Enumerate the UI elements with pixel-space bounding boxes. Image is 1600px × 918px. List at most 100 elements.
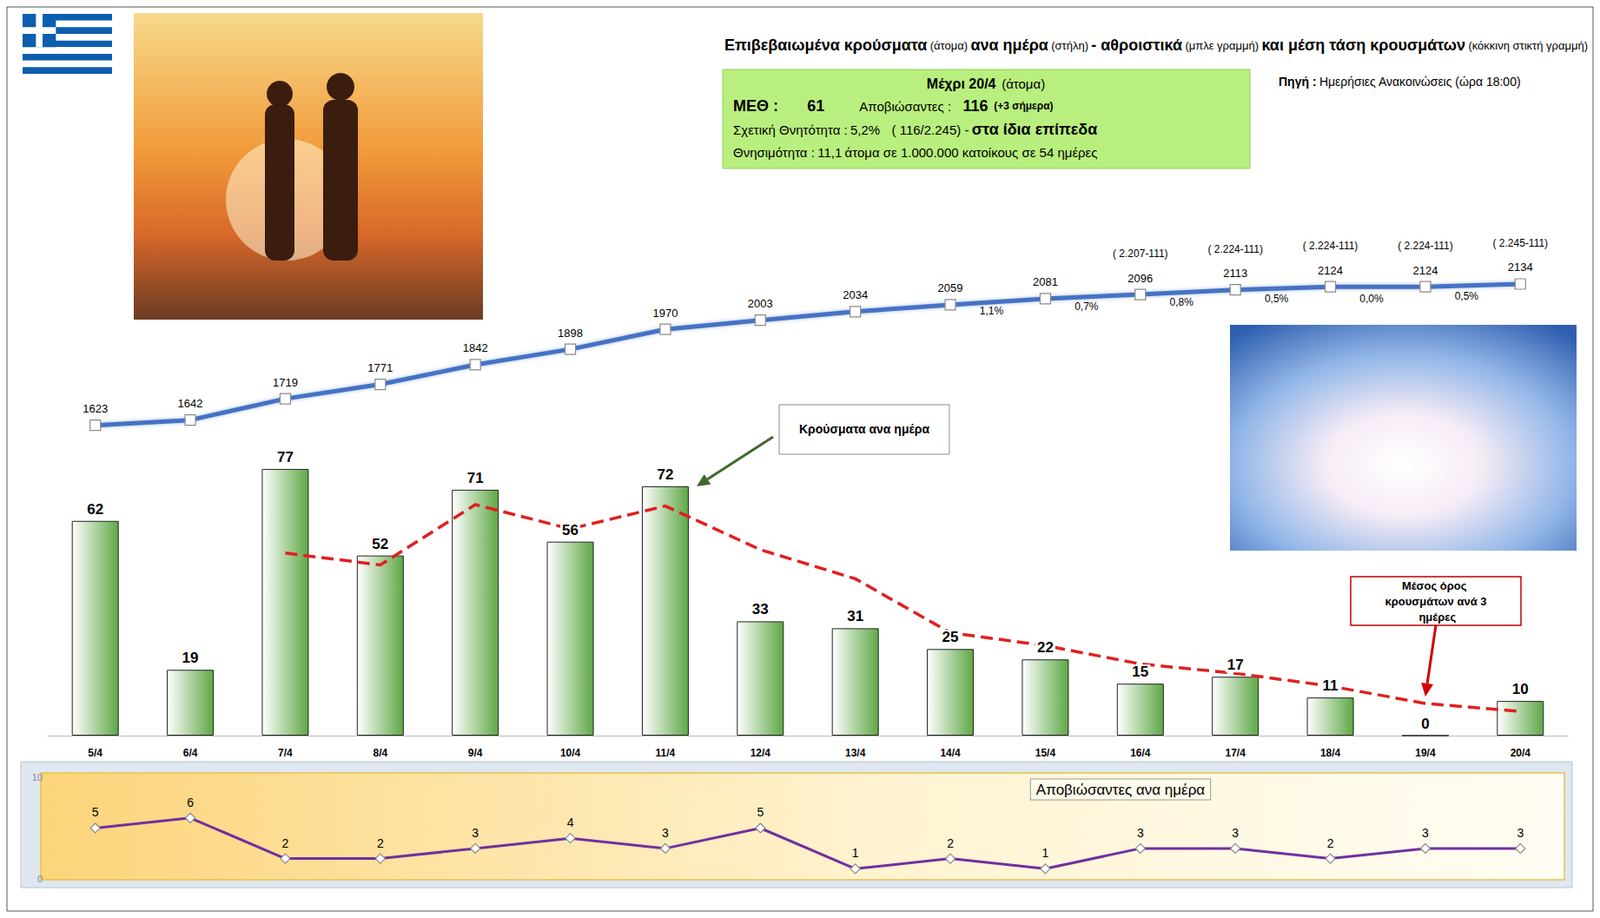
svg-text:20/4: 20/4 [1510, 747, 1532, 760]
svg-text:( 2.224-111): ( 2.224-111) [1207, 243, 1263, 256]
svg-text:ΜΕΘ :: ΜΕΘ : [733, 97, 779, 115]
svg-text:Κρούσματα ανα ημέρα: Κρούσματα ανα ημέρα [799, 422, 931, 437]
svg-text:12/4: 12/4 [750, 747, 772, 760]
svg-text:10: 10 [1512, 680, 1529, 698]
svg-text:2124: 2124 [1317, 264, 1343, 278]
svg-text:3: 3 [1231, 826, 1239, 840]
svg-text:71: 71 [467, 469, 484, 487]
svg-text:33: 33 [752, 601, 769, 618]
svg-text:Μέσος όρος: Μέσος όρος [1401, 579, 1470, 593]
svg-text:10/4: 10/4 [560, 747, 582, 760]
svg-text:2134: 2134 [1507, 260, 1534, 274]
svg-text:19: 19 [182, 649, 199, 667]
svg-text:17: 17 [1227, 656, 1244, 674]
svg-text:και μέση τάση κρουσμάτων: και μέση τάση κρουσμάτων [1261, 36, 1466, 54]
svg-text:Μέχρι 20/4: Μέχρι 20/4 [926, 76, 997, 92]
svg-text:2059: 2059 [938, 281, 964, 295]
svg-text:8/4: 8/4 [372, 747, 388, 760]
svg-text:11: 11 [1322, 677, 1339, 695]
svg-text:1: 1 [852, 846, 860, 860]
svg-text:Αποβιώσαντες :: Αποβιώσαντες : [859, 99, 952, 114]
svg-text:10: 10 [32, 772, 43, 783]
svg-text:22: 22 [1037, 639, 1054, 656]
svg-text:1898: 1898 [557, 326, 583, 340]
svg-text:5: 5 [92, 805, 100, 820]
svg-text:3: 3 [1137, 826, 1144, 840]
svg-text:1771: 1771 [367, 361, 393, 375]
svg-text:14/4: 14/4 [939, 747, 961, 760]
svg-text:( 2.245-111): ( 2.245-111) [1493, 237, 1549, 250]
svg-text:1: 1 [1042, 846, 1050, 860]
svg-text:6/4: 6/4 [183, 747, 199, 760]
svg-text:72: 72 [656, 466, 674, 483]
svg-text:ημέρες: ημέρες [1415, 610, 1457, 624]
svg-text:ανα ημέρα: ανα ημέρα [970, 36, 1048, 54]
svg-text:1623: 1623 [82, 402, 108, 416]
svg-text:0,8%: 0,8% [1170, 296, 1195, 309]
svg-text:Αποβιώσαντες ανα ημέρα: Αποβιώσαντες ανα ημέρα [1036, 781, 1206, 799]
svg-text:2081: 2081 [1032, 275, 1058, 289]
svg-text:5/4: 5/4 [87, 747, 103, 760]
svg-text:15/4: 15/4 [1035, 747, 1057, 760]
svg-text:18/4: 18/4 [1320, 747, 1342, 760]
svg-text:3: 3 [661, 826, 669, 840]
svg-text:4: 4 [567, 815, 575, 830]
svg-text:9/4: 9/4 [468, 747, 483, 760]
svg-text:Θνησιμότητα :: Θνησιμότητα : [733, 145, 815, 160]
svg-text:(μπλε γραμμή): (μπλε γραμμή) [1184, 39, 1259, 53]
svg-text:Πηγή :: Πηγή : [1278, 74, 1317, 89]
svg-text:62: 62 [86, 501, 104, 518]
svg-text:19/4: 19/4 [1414, 747, 1436, 760]
svg-text:Ημερήσιες Ανακοινώσεις (ώρα 18: Ημερήσιες Ανακοινώσεις (ώρα 18:00) [1319, 74, 1521, 89]
svg-text:Σχετική Θνητότητα :: Σχετική Θνητότητα : [733, 122, 848, 138]
svg-text:(στήλη): (στήλη) [1051, 39, 1089, 53]
svg-text:5,2%: 5,2% [850, 122, 880, 138]
svg-text:( 2.224-111): ( 2.224-111) [1397, 239, 1454, 252]
svg-text:( 2.207-111): ( 2.207-111) [1112, 247, 1169, 260]
svg-text:0,7%: 0,7% [1074, 300, 1099, 313]
svg-text:- αθροιστικά: - αθροιστικά [1090, 36, 1183, 54]
svg-text:άτομα σε 1.000.000 κατοίκους σ: άτομα σε 1.000.000 κατοίκους σε 54 ημέρε… [845, 145, 1098, 160]
svg-text:52: 52 [371, 535, 389, 553]
svg-text:(άτομα): (άτομα) [930, 39, 968, 53]
svg-text:77: 77 [277, 449, 294, 466]
svg-text:17/4: 17/4 [1225, 747, 1247, 760]
svg-text:0,0%: 0,0% [1359, 292, 1384, 305]
svg-text:2: 2 [1327, 836, 1335, 851]
svg-text:56: 56 [561, 522, 579, 539]
svg-text:16/4: 16/4 [1130, 747, 1151, 760]
svg-text:7/4: 7/4 [277, 747, 293, 760]
svg-text:31: 31 [846, 608, 864, 625]
svg-text:3: 3 [1516, 826, 1524, 840]
svg-text:2: 2 [946, 836, 954, 851]
svg-text:61: 61 [806, 97, 825, 115]
svg-text:στα ίδια επίπεδα: στα ίδια επίπεδα [971, 120, 1098, 139]
svg-text:15: 15 [1131, 663, 1149, 681]
svg-text:2: 2 [282, 836, 290, 851]
svg-text:κρουσμάτων ανά 3: κρουσμάτων ανά 3 [1385, 595, 1488, 609]
svg-text:2096: 2096 [1127, 271, 1153, 285]
svg-text:1842: 1842 [462, 341, 489, 355]
svg-text:0,5%: 0,5% [1264, 292, 1290, 305]
svg-text:3: 3 [471, 826, 479, 840]
svg-text:( 116/2.245) -: ( 116/2.245) - [892, 122, 970, 138]
svg-text:3: 3 [1421, 826, 1429, 840]
svg-text:2003: 2003 [747, 297, 774, 311]
svg-text:(άτομα): (άτομα) [1001, 76, 1045, 92]
svg-text:2: 2 [376, 836, 384, 851]
svg-text:1,1%: 1,1% [979, 304, 1005, 318]
svg-text:0,5%: 0,5% [1454, 290, 1480, 303]
svg-text:2034: 2034 [842, 288, 868, 302]
svg-text:11/4: 11/4 [655, 747, 676, 760]
svg-text:(κόκκινη στικτή γραμμή): (κόκκινη στικτή γραμμή) [1467, 39, 1588, 53]
svg-text:(+3 σήμερα): (+3 σήμερα) [993, 99, 1053, 113]
svg-text:11,1: 11,1 [817, 145, 842, 160]
svg-text:2124: 2124 [1412, 264, 1438, 278]
svg-text:13/4: 13/4 [845, 747, 867, 760]
svg-text:1642: 1642 [178, 396, 204, 410]
svg-text:6: 6 [186, 795, 194, 810]
svg-text:116: 116 [962, 97, 988, 115]
svg-text:0: 0 [1421, 715, 1429, 733]
svg-text:( 2.224-111): ( 2.224-111) [1302, 239, 1359, 252]
svg-text:5: 5 [756, 805, 764, 820]
